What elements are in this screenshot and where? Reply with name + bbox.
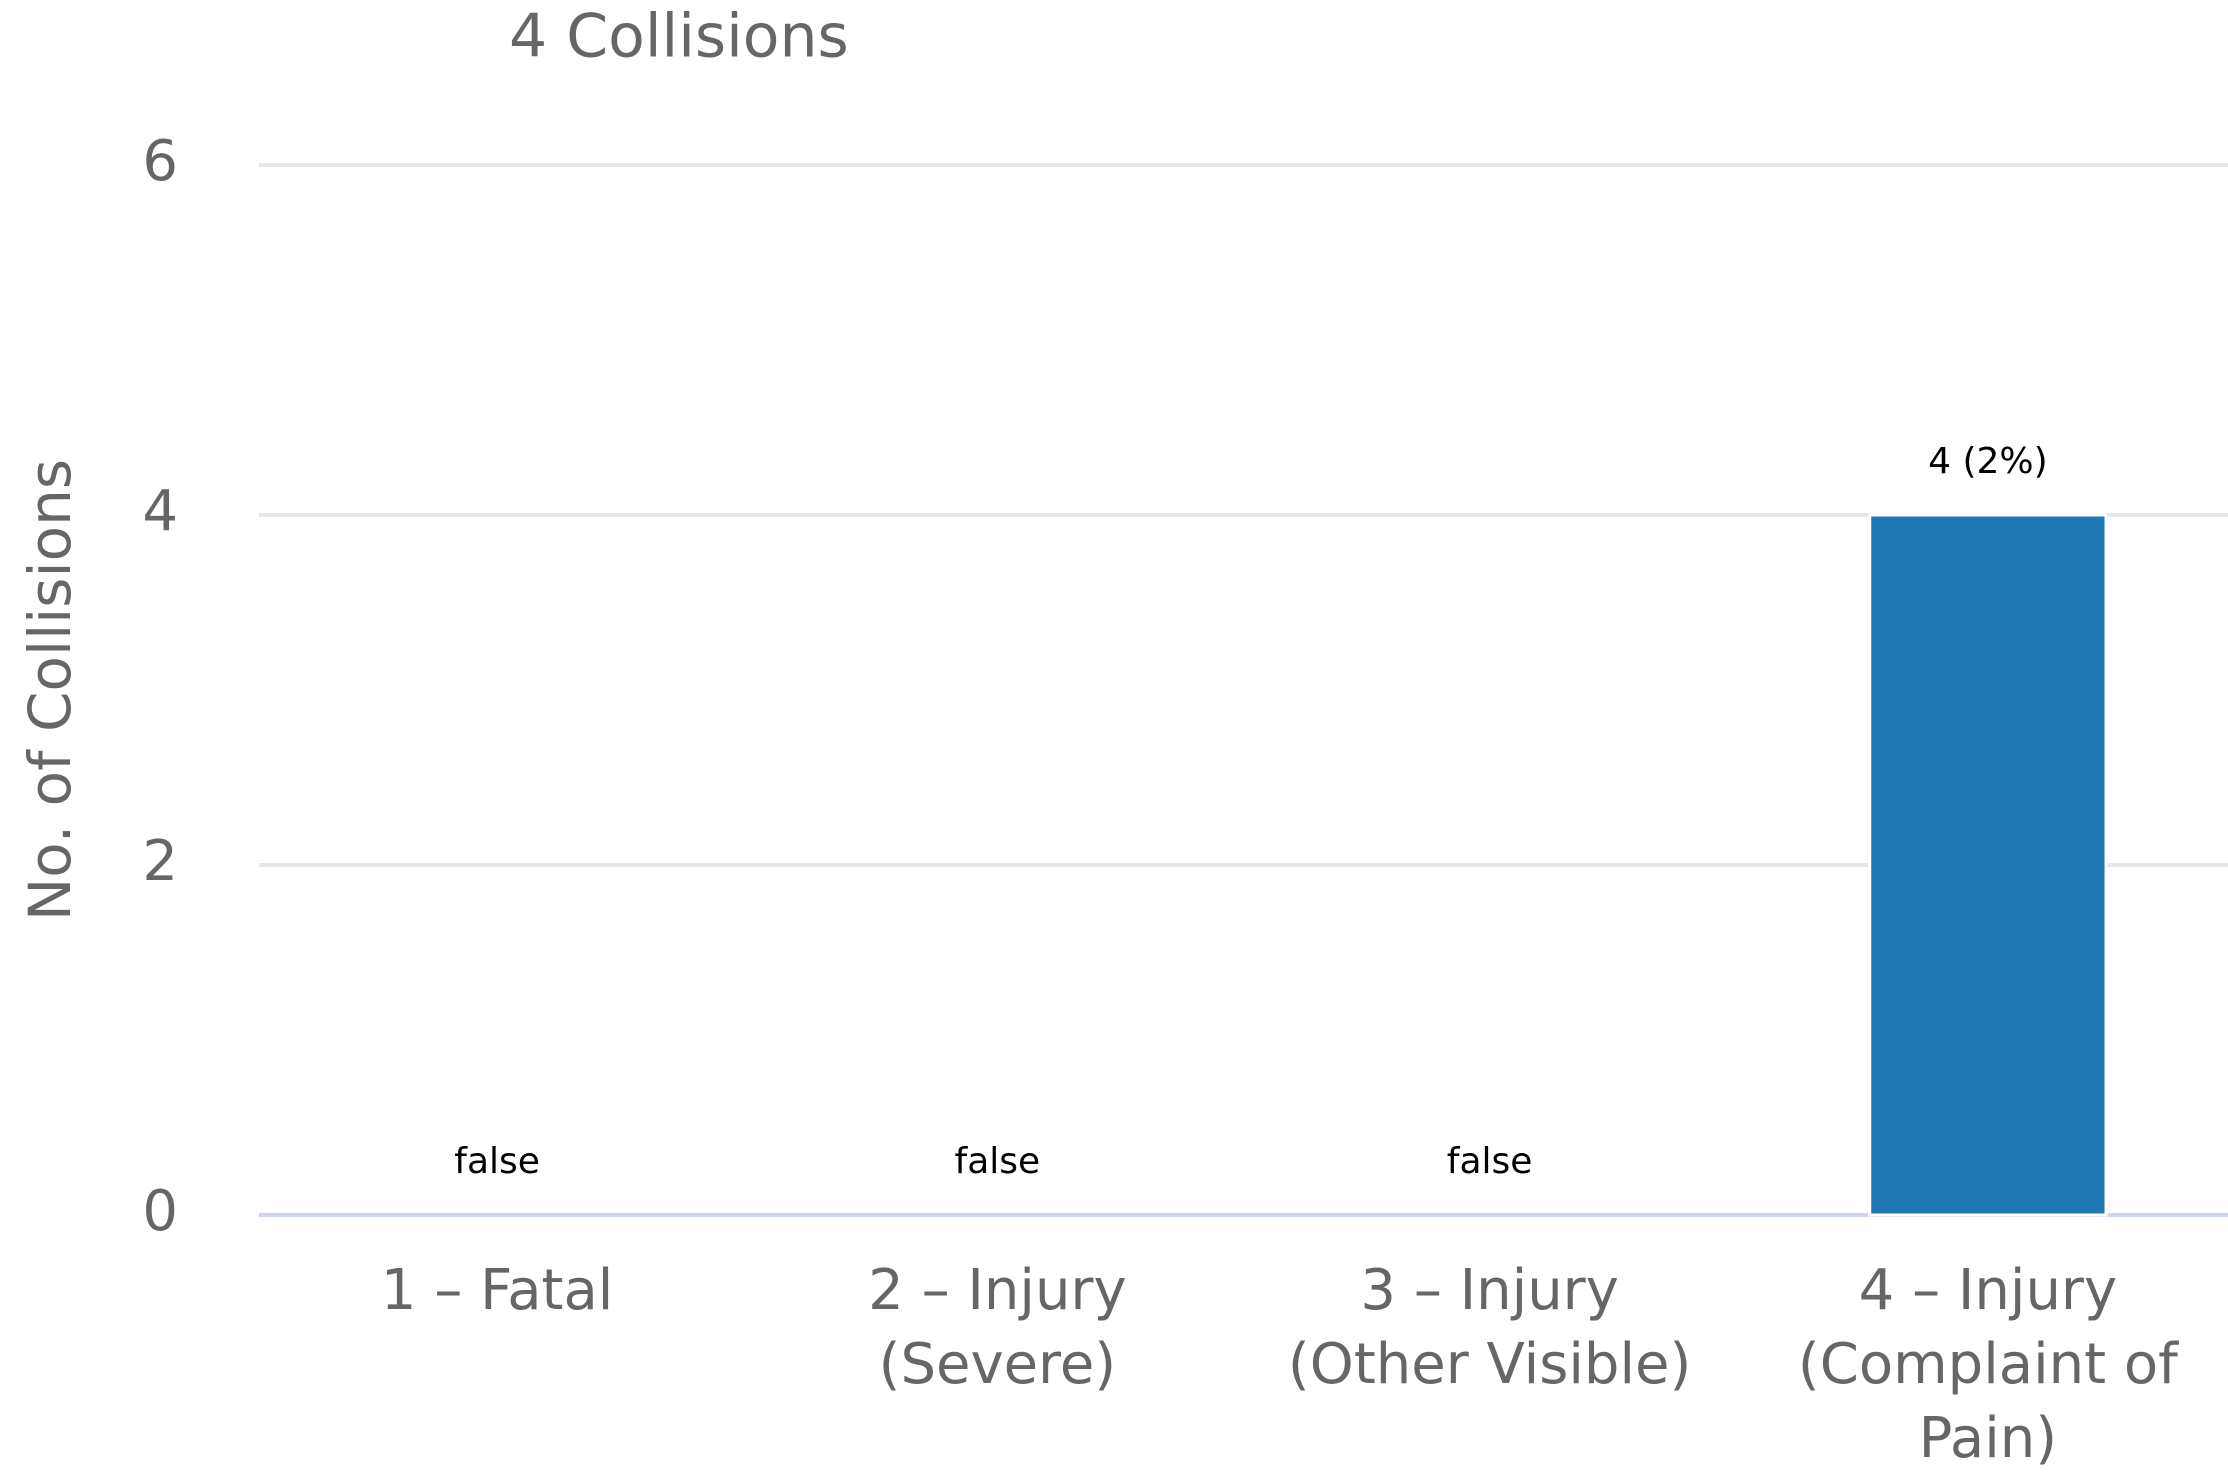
y-tick-label: 2 (142, 829, 178, 894)
x-tick-label: 4 – Injury (Complaint of Pain) (1798, 1258, 2179, 1471)
y-axis-label: No. of Collisions (16, 459, 84, 921)
y-tick-label: 6 (142, 129, 178, 194)
data-label: 4 (2%) (1928, 441, 2048, 482)
data-label: false (454, 1141, 540, 1182)
y-tick-label: 0 (142, 1179, 178, 1244)
chart-title: 4 Collisions (509, 2, 849, 72)
y-tick-label: 4 (142, 479, 178, 544)
x-tick-label: 3 – Injury (Other Visible) (1288, 1258, 1691, 1397)
data-label: false (955, 1141, 1041, 1182)
x-tick-label: 2 – Injury (Severe) (868, 1258, 1126, 1397)
bar (1868, 513, 2108, 1217)
data-label: false (1447, 1141, 1533, 1182)
x-tick-label: 1 – Fatal (381, 1258, 613, 1323)
